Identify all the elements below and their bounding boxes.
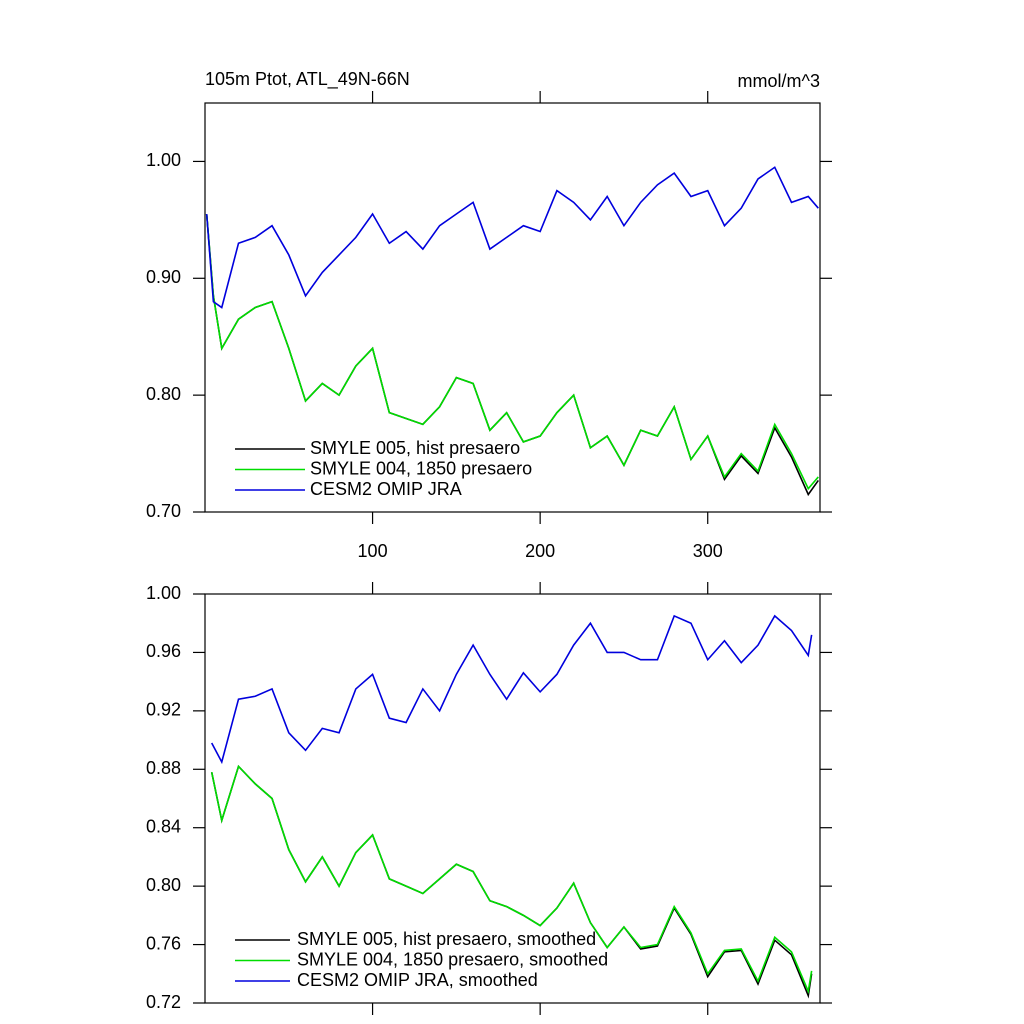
- legend-label: CESM2 OMIP JRA, smoothed: [297, 970, 538, 990]
- series-line: [210, 764, 813, 995]
- legend-label: SMYLE 005, hist presaero: [310, 438, 520, 458]
- y-tick-label: 1.00: [146, 150, 181, 170]
- y-tick-label: 0.72: [146, 992, 181, 1012]
- plot-frame: [204, 593, 821, 1004]
- series-line: [210, 614, 813, 765]
- legend-label: SMYLE 005, hist presaero, smoothed: [297, 929, 596, 949]
- x-tick-label: 100: [358, 541, 388, 561]
- plot-frame: [204, 102, 821, 513]
- legend-label: CESM2 OMIP JRA: [310, 479, 462, 499]
- series-line: [205, 166, 819, 309]
- units-label: mmol/m^3: [738, 71, 820, 91]
- x-tick-label: 200: [525, 541, 555, 561]
- y-tick-label: 0.70: [146, 501, 181, 521]
- y-tick-label: 0.80: [146, 384, 181, 404]
- x-tick-label: 300: [693, 541, 723, 561]
- y-tick-label: 0.92: [146, 700, 181, 720]
- series-line: [205, 213, 819, 491]
- y-tick-label: 0.84: [146, 816, 181, 836]
- y-tick-label: 0.80: [146, 875, 181, 895]
- legend-label: SMYLE 004, 1850 presaero, smoothed: [297, 949, 608, 969]
- y-tick-label: 0.76: [146, 933, 181, 953]
- y-tick-label: 0.88: [146, 758, 181, 778]
- legend-label: SMYLE 004, 1850 presaero: [310, 458, 532, 478]
- chart-title: 105m Ptot, ATL_49N-66N: [205, 69, 410, 90]
- y-tick-label: 1.00: [146, 583, 181, 603]
- y-tick-label: 0.96: [146, 641, 181, 661]
- y-tick-label: 0.90: [146, 267, 181, 287]
